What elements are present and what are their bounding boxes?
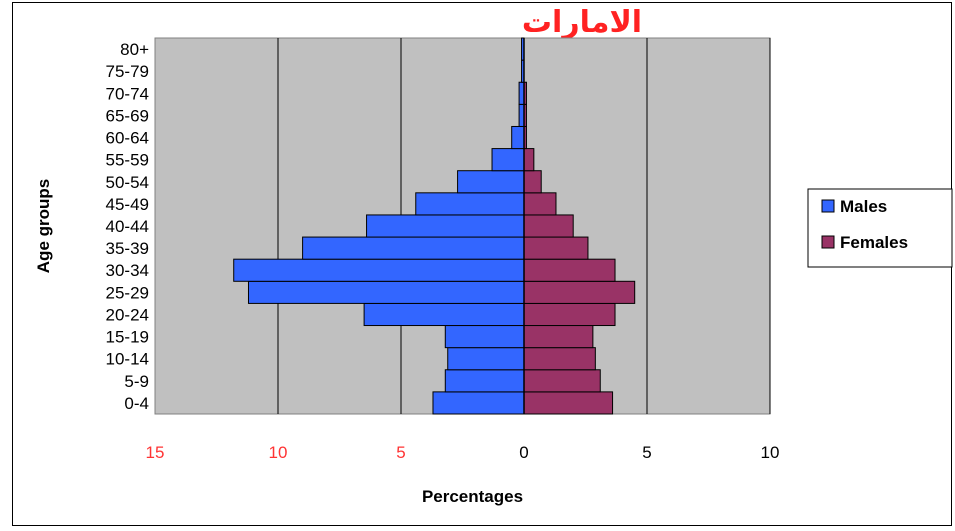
bar-females-15-19 bbox=[523, 325, 594, 349]
bar-males-15-19 bbox=[444, 325, 525, 349]
y-tick-label: 35-39 bbox=[106, 239, 149, 258]
legend: Males Females bbox=[807, 188, 953, 268]
y-tick-label: 80+ bbox=[120, 40, 149, 59]
bar-males-40-44 bbox=[366, 214, 525, 238]
x-tick-label: 10 bbox=[761, 443, 780, 462]
y-tick-label: 20-24 bbox=[106, 305, 149, 324]
y-tick-label: 60-64 bbox=[106, 129, 149, 148]
x-tick-label: 15 bbox=[146, 443, 165, 462]
y-tick-label: 55-59 bbox=[106, 151, 149, 170]
plot-area: 0-4 5-9 10-14 15-19 20-24 25-29 30-34 35-39 40-4… bbox=[106, 37, 780, 462]
y-tick-label: 65-69 bbox=[106, 106, 149, 125]
x-tick-label: 0 bbox=[519, 443, 528, 462]
y-tick-label: 50-54 bbox=[106, 173, 149, 192]
bar-males-5-9 bbox=[444, 369, 525, 393]
bar-males-35-39 bbox=[302, 236, 525, 260]
bar-females-50-54 bbox=[523, 170, 542, 194]
bar-females-45-49 bbox=[523, 192, 557, 216]
bar-females-35-39 bbox=[523, 236, 589, 260]
legend-swatch-females bbox=[821, 235, 835, 249]
y-tick-label: 30-34 bbox=[106, 261, 149, 280]
legend-swatch-males bbox=[821, 199, 835, 213]
bar-males-0-4 bbox=[432, 391, 525, 415]
y-tick-label: 70-74 bbox=[106, 84, 149, 103]
bar-females-30-34 bbox=[523, 258, 616, 282]
bar-males-30-34 bbox=[233, 258, 525, 282]
y-tick-label: 10-14 bbox=[106, 350, 149, 369]
bar-males-25-29 bbox=[247, 280, 525, 304]
y-tick-label: 25-29 bbox=[106, 283, 149, 302]
bar-females-10-14 bbox=[523, 347, 596, 371]
handwritten-annotation: الامارات bbox=[522, 5, 642, 40]
bar-females-55-59 bbox=[523, 148, 535, 172]
bar-females-25-29 bbox=[523, 280, 636, 304]
x-tick-label: 10 bbox=[269, 443, 288, 462]
y-tick-label: 45-49 bbox=[106, 195, 149, 214]
y-axis-title: Age groups bbox=[34, 179, 53, 273]
bar-males-10-14 bbox=[447, 347, 525, 371]
y-tick-label: 0-4 bbox=[124, 394, 149, 413]
bar-females-5-9 bbox=[523, 369, 601, 393]
bar-females-20-24 bbox=[523, 302, 616, 327]
legend-label-males: Males bbox=[840, 197, 887, 216]
x-axis-title: Percentages bbox=[422, 487, 523, 506]
legend-label-females: Females bbox=[840, 233, 908, 252]
bar-males-50-54 bbox=[457, 170, 525, 194]
bar-males-60-64 bbox=[511, 125, 525, 150]
y-tick-label: 75-79 bbox=[106, 62, 149, 81]
bar-males-45-49 bbox=[415, 192, 525, 216]
y-tick-label: 15-19 bbox=[106, 328, 149, 347]
bar-males-55-59 bbox=[491, 148, 525, 172]
bar-females-0-4 bbox=[523, 391, 614, 415]
bar-females-40-44 bbox=[523, 214, 574, 238]
y-tick-label: 5-9 bbox=[124, 372, 149, 391]
bar-males-20-24 bbox=[363, 302, 525, 327]
x-tick-label: 5 bbox=[642, 443, 651, 462]
x-tick-label: 5 bbox=[396, 443, 405, 462]
y-tick-label: 40-44 bbox=[106, 217, 149, 236]
